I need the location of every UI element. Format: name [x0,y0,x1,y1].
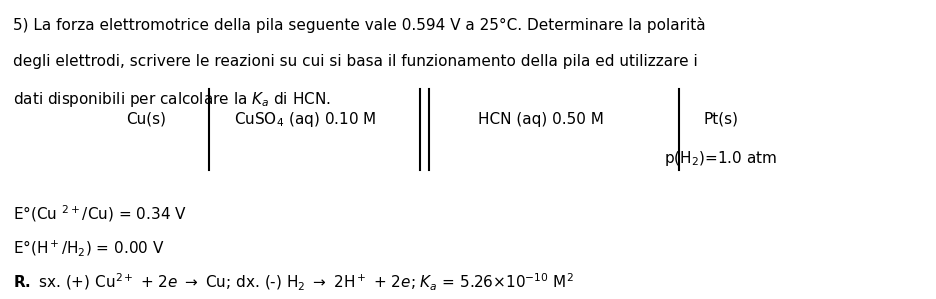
Text: 5) La forza elettromotrice della pila seguente vale 0.594 V a 25°C. Determinare : 5) La forza elettromotrice della pila se… [12,17,705,33]
Text: $\mathbf{R.}$ sx. (+) Cu$^{2+}$ + 2$e$ $\rightarrow$ Cu; dx. (-) H$_2$ $\rightar: $\mathbf{R.}$ sx. (+) Cu$^{2+}$ + 2$e$ $… [12,272,573,294]
Text: Cu(s): Cu(s) [126,112,166,127]
Text: HCN (aq) 0.50 M: HCN (aq) 0.50 M [478,112,604,127]
Text: E$\degree$(Cu $^{2+}$/Cu) = 0.34 V: E$\degree$(Cu $^{2+}$/Cu) = 0.34 V [12,204,186,224]
Text: E$\degree$(H$^+$/H$_2$) = 0.00 V: E$\degree$(H$^+$/H$_2$) = 0.00 V [12,238,164,258]
Text: dati disponibili per calcolare la $K_a$ di HCN.: dati disponibili per calcolare la $K_a$ … [12,90,330,109]
Text: p(H$_2$)=1.0 atm: p(H$_2$)=1.0 atm [664,149,777,168]
Text: Pt(s): Pt(s) [703,112,738,127]
Text: CuSO$_4$ (aq) 0.10 M: CuSO$_4$ (aq) 0.10 M [234,110,376,129]
Text: degli elettrodi, scrivere le reazioni su cui si basa il funzionamento della pila: degli elettrodi, scrivere le reazioni su… [12,54,696,69]
